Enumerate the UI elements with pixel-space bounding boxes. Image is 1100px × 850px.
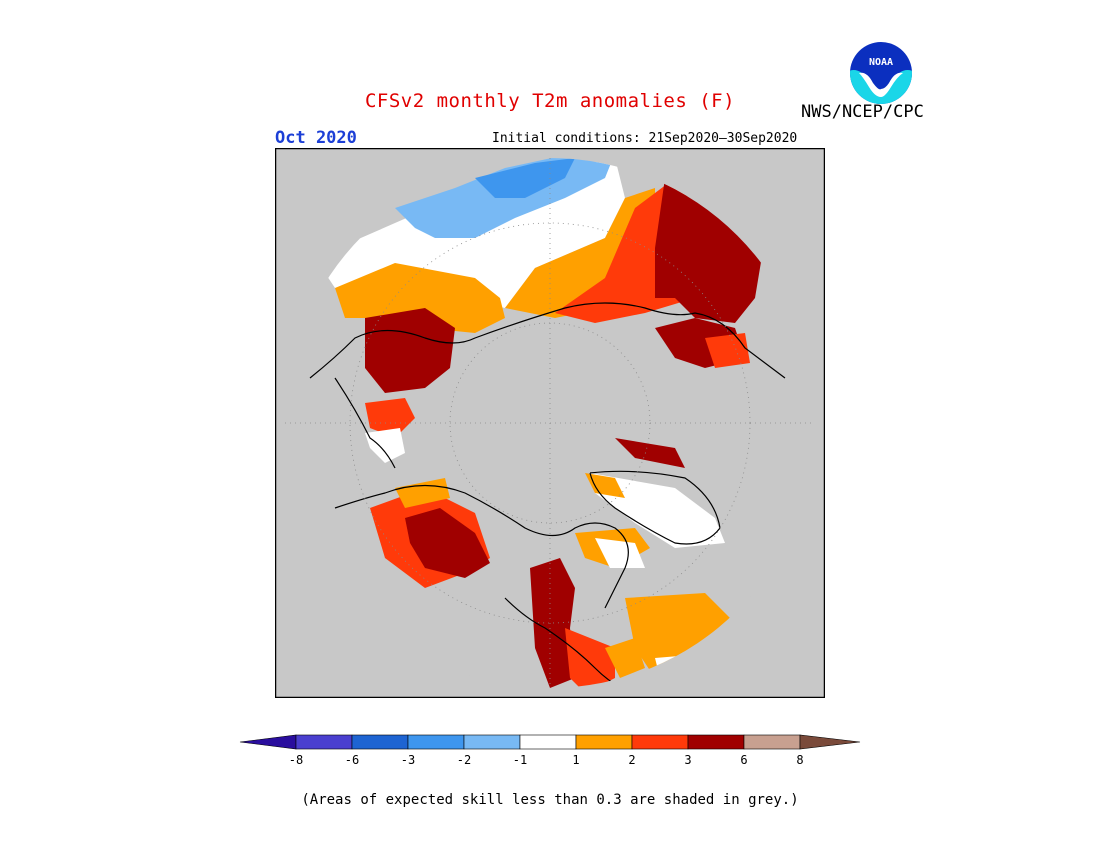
asia-warm-band-1 (335, 263, 505, 333)
initial-conditions-label: Initial conditions: 21Sep2020–30Sep2020 (492, 131, 798, 146)
alaska-very-hot (405, 508, 490, 578)
europe-coastline (334, 377, 396, 469)
legend-swatch (519, 734, 577, 750)
asia-very-hot-west (365, 308, 455, 393)
polar-map (275, 148, 825, 698)
legend-tick-label: 2 (628, 753, 635, 767)
legend-swatch (239, 734, 297, 750)
legend-swatch (743, 734, 801, 750)
legend-swatch (687, 734, 745, 750)
legend-ticks: -8 -6 -3 -2 -1 1 2 3 6 8 (289, 753, 804, 767)
map-frame (275, 148, 825, 698)
greenland-orange (585, 473, 625, 498)
forecast-month-label: Oct 2020 (275, 128, 357, 148)
legend-tick-label: -3 (401, 753, 415, 767)
graticule (285, 158, 815, 688)
legend-swatch (631, 734, 689, 750)
logo-text: NOAA (869, 57, 893, 68)
north-america-coastline (334, 484, 629, 609)
legend-swatches (239, 734, 861, 750)
agency-label: NWS/NCEP/CPC (801, 102, 924, 122)
skill-footnote: (Areas of expected skill less than 0.3 a… (301, 792, 799, 808)
legend-tick-label: 1 (572, 753, 579, 767)
greenland-neutral (590, 473, 725, 548)
greenland-north-hot (615, 438, 685, 468)
legend-tick-label: -1 (513, 753, 527, 767)
canada-arch-neutral (595, 538, 645, 568)
legend-swatch (407, 734, 465, 750)
color-legend: -8 -6 -3 -2 -1 1 2 3 6 8 (239, 734, 861, 767)
legend-tick-label: -8 (289, 753, 303, 767)
map-title: CFSv2 monthly T2m anomalies (F) (364, 90, 736, 112)
legend-tick-label: -2 (457, 753, 471, 767)
legend-tick-label: 3 (684, 753, 691, 767)
canada-warm (565, 628, 615, 688)
legend-swatch (799, 734, 861, 750)
legend-swatch (575, 734, 633, 750)
legend-swatch (295, 734, 353, 750)
legend-tick-label: -6 (345, 753, 359, 767)
europe-hot (365, 398, 415, 438)
legend-swatch (351, 734, 409, 750)
legend-swatch (463, 734, 521, 750)
eurasia-coastline (309, 302, 786, 379)
greenland-coastline (589, 470, 721, 545)
noaa-logo: NOAA (850, 42, 912, 104)
chukotka-orange (705, 333, 750, 368)
legend-tick-label: 8 (796, 753, 803, 767)
legend-tick-label: 6 (740, 753, 747, 767)
europe-neutral (365, 428, 405, 463)
canada-hot (530, 558, 575, 688)
